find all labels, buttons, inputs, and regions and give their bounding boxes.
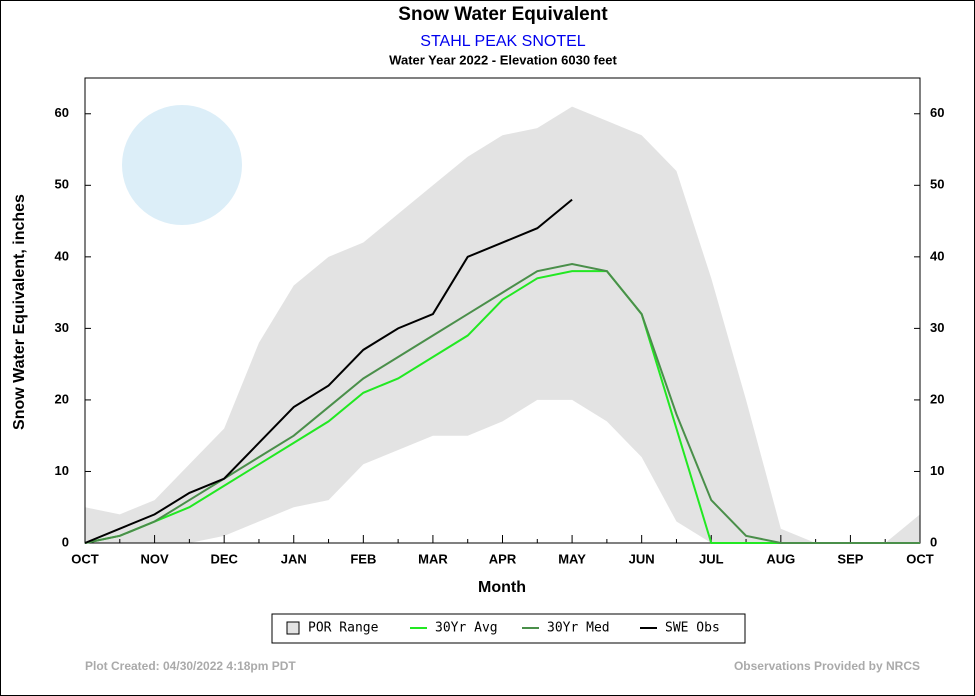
- y-tick-label: 50: [55, 177, 69, 192]
- series-line: [84, 198, 573, 544]
- y-tick-label: 40: [55, 248, 69, 263]
- x-tick-label: NOV: [140, 551, 169, 566]
- y-tick-label: 0: [62, 534, 69, 549]
- legend: [271, 613, 746, 644]
- x-tick-label: AUG: [766, 551, 795, 566]
- y-tick-label-right: 30: [930, 320, 944, 335]
- footer-left: Plot Created: 04/30/2022 4:18pm PDT: [85, 659, 296, 673]
- x-tick-label: OCT: [71, 551, 99, 566]
- x-tick-label: JAN: [281, 551, 307, 566]
- legend-label: 30Yr Avg: [435, 621, 498, 636]
- chart-subtitle: STAHL PEAK SNOTEL: [420, 33, 585, 50]
- y-tick-label-right: 60: [930, 105, 944, 120]
- legend-label: POR Range: [308, 621, 379, 636]
- x-tick-label: MAY: [558, 551, 586, 566]
- x-tick-label: JUN: [629, 551, 655, 566]
- y-tick-label: 10: [55, 463, 69, 478]
- y-tick-label-right: 40: [930, 248, 944, 263]
- y-tick-label-right: 50: [930, 177, 944, 192]
- por-range-area: [85, 106, 920, 543]
- y-axis-label: Snow Water Equivalent, inches: [11, 194, 28, 430]
- x-tick-label: DEC: [210, 551, 238, 566]
- x-tick-label: APR: [489, 551, 517, 566]
- y-tick-label-right: 20: [930, 391, 944, 406]
- x-tick-label: SEP: [837, 551, 863, 566]
- legend-swatch: [286, 621, 300, 635]
- chart-subtitle2: Water Year 2022 - Elevation 6030 feet: [389, 52, 617, 67]
- x-tick-label: OCT: [906, 551, 934, 566]
- x-axis-label: Month: [478, 579, 526, 596]
- x-tick-label: MAR: [418, 551, 448, 566]
- footer-right: Observations Provided by NRCS: [734, 659, 920, 673]
- x-tick-label: JUL: [699, 551, 724, 566]
- y-tick-label: 30: [55, 320, 69, 335]
- y-tick-label-right: 10: [930, 463, 944, 478]
- chart-title: Snow Water Equivalent: [398, 4, 608, 25]
- y-tick-label: 20: [55, 391, 69, 406]
- legend-label: 30Yr Med: [547, 621, 610, 636]
- y-tick-label: 60: [55, 105, 69, 120]
- y-tick-label-right: 0: [930, 534, 937, 549]
- logo: [122, 105, 242, 225]
- x-tick-label: FEB: [350, 551, 376, 566]
- legend-label: SWE Obs: [665, 621, 720, 636]
